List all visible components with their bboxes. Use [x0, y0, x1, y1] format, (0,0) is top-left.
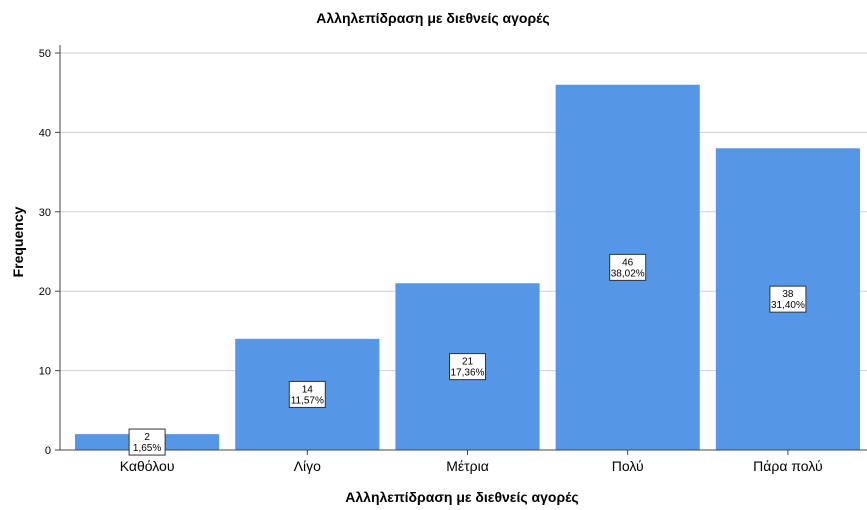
data-label-percent: 31,40% — [771, 300, 805, 311]
y-tick-label: 10 — [39, 366, 51, 378]
data-label-count: 38 — [782, 289, 794, 300]
y-tick-label: 0 — [45, 445, 51, 457]
y-tick-label: 20 — [39, 286, 51, 298]
x-axis-categories: Καθόλου Λίγο Μέτρια Πολύ Πάρα πολύ — [120, 450, 823, 474]
data-label-box — [609, 253, 647, 281]
data-label-box — [769, 285, 807, 313]
data-label-box — [449, 353, 486, 381]
data-label-box — [128, 428, 166, 456]
category-label: Καθόλου — [120, 458, 175, 474]
category-label: Πάρα πολύ — [753, 458, 822, 474]
data-label-box — [288, 380, 326, 408]
data-label-count: 21 — [462, 357, 474, 368]
category-label: Μέτρια — [446, 458, 489, 474]
y-tick-label: 40 — [39, 127, 51, 139]
y-tick-label: 30 — [39, 207, 51, 219]
category-label: Πολύ — [612, 458, 644, 474]
y-axis-title: Frequency — [10, 206, 26, 277]
data-label-percent: 17,36% — [451, 368, 485, 379]
y-tick-label: 50 — [39, 48, 51, 60]
data-label-count: 14 — [302, 384, 314, 395]
data-label-count: 2 — [144, 432, 150, 443]
x-axis-title: Αλληλεπίδραση με διεθνείς αγορές — [345, 489, 578, 505]
data-label: 21,65% — [128, 428, 166, 456]
chart-title: Αλληλεπίδραση με διεθνείς αγορές — [316, 10, 549, 26]
data-label-percent: 11,57% — [291, 395, 324, 406]
y-axis-ticks: 0 10 20 30 40 50 — [39, 48, 60, 457]
bars — [75, 84, 860, 450]
data-label-percent: 38,02% — [611, 268, 645, 279]
data-label-percent: 1,65% — [133, 443, 161, 454]
category-label: Λίγο — [294, 458, 321, 474]
data-label-count: 46 — [622, 257, 634, 268]
